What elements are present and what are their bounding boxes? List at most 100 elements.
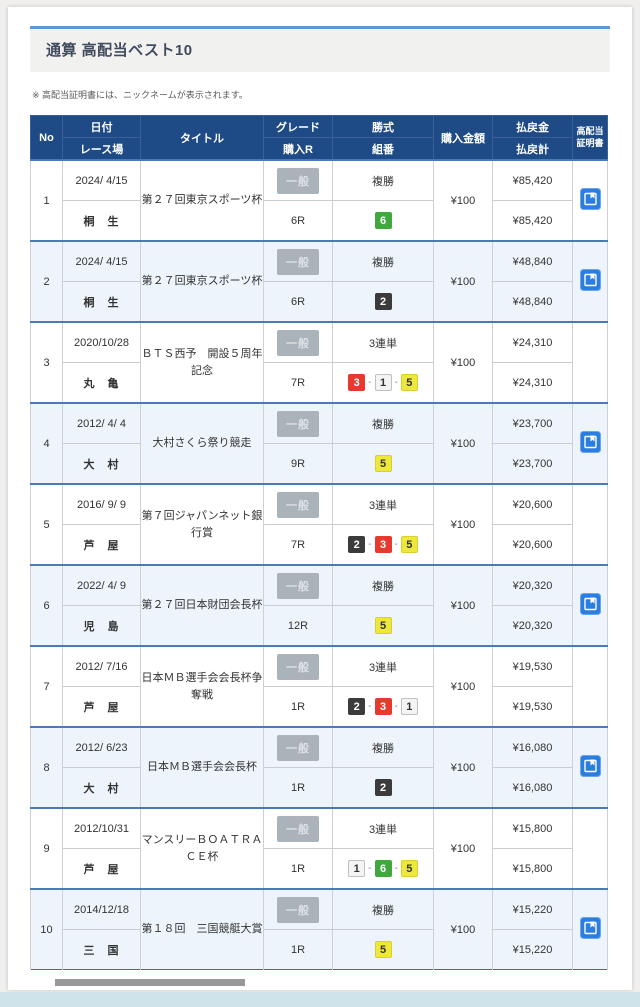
combo-badge: 2 xyxy=(348,698,366,715)
cell-grade: 一般 xyxy=(263,565,333,606)
cell-payout-total: ¥15,800 xyxy=(492,848,573,889)
combo-separator: - xyxy=(394,539,398,550)
cell-grade: 一般 xyxy=(263,241,333,282)
grade-badge: 一般 xyxy=(277,896,319,923)
col-no: No xyxy=(30,115,63,161)
certificate-icon[interactable] xyxy=(579,188,601,210)
certificate-icon[interactable] xyxy=(579,917,601,939)
content-card: 通算 高配当ベスト10 ※ 高配当証明書には、ニックネームが表示されます。 No… xyxy=(8,7,632,990)
cell-payout-total: ¥24,310 xyxy=(492,362,573,403)
cell-combination: 2-3-1 xyxy=(332,686,434,727)
col-title: タイトル xyxy=(140,115,264,161)
grade-badge: 一般 xyxy=(277,248,319,275)
certificate-note: ※ 高配当証明書には、ニックネームが表示されます。 xyxy=(32,90,248,100)
cell-round: 1R xyxy=(263,848,333,889)
cell-bet-type: 複勝 xyxy=(332,889,434,930)
cell-payout: ¥15,800 xyxy=(492,808,573,849)
cell-certificate xyxy=(572,889,608,970)
col-purchase-r: 購入R xyxy=(263,137,333,161)
table-row: 2 2024/ 4/15 第２７回東京スポーツ杯 一般 複勝 ¥100 ¥48,… xyxy=(30,241,608,322)
cell-payout-total: ¥15,220 xyxy=(492,929,573,970)
cell-purchase-amount: ¥100 xyxy=(433,889,493,970)
combo-badge: 6 xyxy=(374,860,392,877)
table-row: 4 2012/ 4/ 4 大村さくら祭り競走 一般 複勝 ¥100 ¥23,70… xyxy=(30,403,608,484)
cell-purchase-amount: ¥100 xyxy=(433,565,493,646)
horizontal-scrollbar[interactable] xyxy=(30,979,607,986)
scrollbar-thumb[interactable] xyxy=(55,979,245,986)
cell-combination: 5 xyxy=(332,605,434,646)
grade-badge: 一般 xyxy=(277,734,319,761)
grade-badge: 一般 xyxy=(277,491,319,518)
cell-date: 2016/ 9/ 9 xyxy=(62,484,141,525)
cell-combination: 5 xyxy=(332,929,434,970)
combo-separator: - xyxy=(368,377,372,388)
cell-payout: ¥15,220 xyxy=(492,889,573,930)
table-row: 10 2014/12/18 第１８回 三国競艇大賞 一般 複勝 ¥100 ¥15… xyxy=(30,889,608,970)
grade-badge: 一般 xyxy=(277,329,319,356)
cell-payout: ¥20,320 xyxy=(492,565,573,606)
cell-grade: 一般 xyxy=(263,646,333,687)
combo-separator: - xyxy=(394,377,398,388)
cell-bet-type: 3連単 xyxy=(332,484,434,525)
cell-combination: 1-6-5 xyxy=(332,848,434,889)
cell-bet-type: 複勝 xyxy=(332,727,434,768)
cell-no: 8 xyxy=(30,727,63,808)
cell-certificate xyxy=(572,727,608,808)
cell-title: 第２７回東京スポーツ杯 xyxy=(140,241,264,322)
cell-payout: ¥23,700 xyxy=(492,403,573,444)
cell-title: 第２７回東京スポーツ杯 xyxy=(140,160,264,241)
certificate-icon[interactable] xyxy=(579,269,601,291)
cell-date: 2014/12/18 xyxy=(62,889,141,930)
certificate-icon[interactable] xyxy=(579,431,601,453)
cell-venue: 芦 屋 xyxy=(62,686,141,727)
combo-badge: 5 xyxy=(374,617,392,634)
cell-payout: ¥19,530 xyxy=(492,646,573,687)
page-title: 通算 高配当ベスト10 xyxy=(46,42,193,59)
cell-certificate xyxy=(572,403,608,484)
combo-badge: 6 xyxy=(374,212,392,229)
cell-no: 1 xyxy=(30,160,63,241)
cell-venue: 芦 屋 xyxy=(62,524,141,565)
cell-title: 第１８回 三国競艇大賞 xyxy=(140,889,264,970)
cell-no: 9 xyxy=(30,808,63,889)
table-row: 3 2020/10/28 ＢＴＳ西予 開設５周年記念 一般 3連単 ¥100 ¥… xyxy=(30,322,608,403)
cell-title: ＢＴＳ西予 開設５周年記念 xyxy=(140,322,264,403)
cell-purchase-amount: ¥100 xyxy=(433,403,493,484)
cell-purchase-amount: ¥100 xyxy=(433,646,493,727)
cell-certificate xyxy=(572,484,608,565)
cell-title: 日本ＭＢ選手会会長杯争奪戦 xyxy=(140,646,264,727)
cell-round: 12R xyxy=(263,605,333,646)
cell-round: 6R xyxy=(263,200,333,241)
table-row: 7 2012/ 7/16 日本ＭＢ選手会会長杯争奪戦 一般 3連単 ¥100 ¥… xyxy=(30,646,608,727)
certificate-icon[interactable] xyxy=(579,755,601,777)
cell-round: 6R xyxy=(263,281,333,322)
cell-payout: ¥20,600 xyxy=(492,484,573,525)
cell-certificate xyxy=(572,241,608,322)
combo-badge: 5 xyxy=(400,860,418,877)
col-combination: 組番 xyxy=(332,137,434,161)
cell-no: 5 xyxy=(30,484,63,565)
cell-payout-total: ¥23,700 xyxy=(492,443,573,484)
cell-purchase-amount: ¥100 xyxy=(433,808,493,889)
combo-badge: 2 xyxy=(374,779,392,796)
cell-venue: 桐 生 xyxy=(62,281,141,322)
cell-round: 7R xyxy=(263,524,333,565)
combo-separator: - xyxy=(368,701,372,712)
cell-title: 大村さくら祭り競走 xyxy=(140,403,264,484)
cell-purchase-amount: ¥100 xyxy=(433,160,493,241)
combo-badge: 3 xyxy=(374,536,392,553)
table-row: 9 2012/10/31 マンスリーＢＯＡＴＲＡＣＥ杯 一般 3連単 ¥100 … xyxy=(30,808,608,889)
cell-venue: 三 国 xyxy=(62,929,141,970)
cell-payout-total: ¥20,600 xyxy=(492,524,573,565)
combo-badge: 5 xyxy=(400,374,418,391)
cell-certificate xyxy=(572,646,608,727)
cell-grade: 一般 xyxy=(263,727,333,768)
cell-title: マンスリーＢＯＡＴＲＡＣＥ杯 xyxy=(140,808,264,889)
table-row: 6 2022/ 4/ 9 第２７回日本財団会長杯 一般 複勝 ¥100 ¥20,… xyxy=(30,565,608,646)
cell-round: 9R xyxy=(263,443,333,484)
certificate-icon[interactable] xyxy=(579,593,601,615)
cell-no: 6 xyxy=(30,565,63,646)
cell-certificate xyxy=(572,808,608,889)
cell-grade: 一般 xyxy=(263,322,333,363)
cell-combination: 3-1-5 xyxy=(332,362,434,403)
